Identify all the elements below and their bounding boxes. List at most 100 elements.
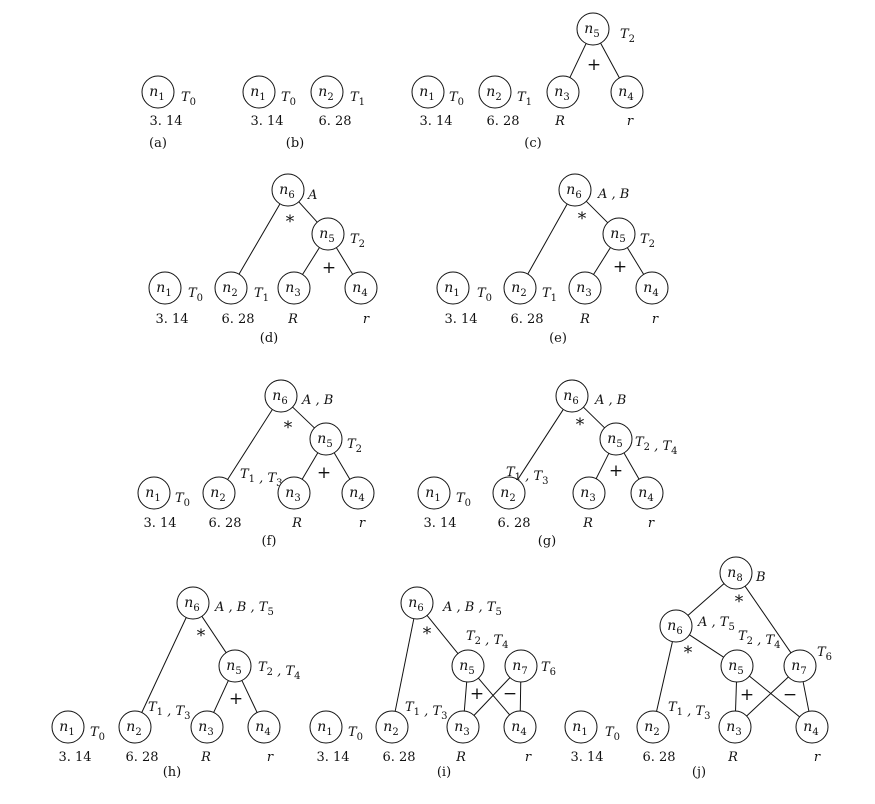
node-value: 6. 28 bbox=[318, 114, 351, 129]
panel-caption: (e) bbox=[549, 331, 567, 346]
node-annotation: T0 bbox=[90, 725, 105, 743]
node-n3: n3R bbox=[719, 711, 751, 765]
node-value: 3. 14 bbox=[444, 312, 477, 327]
multiply-operator: * bbox=[684, 643, 693, 663]
node-annotation: T2 , T4 bbox=[635, 435, 678, 457]
node-value: 3. 14 bbox=[419, 114, 452, 129]
edge-n5-n4 bbox=[336, 248, 352, 275]
node-annotation: T1 bbox=[517, 90, 532, 108]
node-value: 3. 14 bbox=[423, 516, 456, 531]
node-annotation: A , B bbox=[594, 393, 626, 408]
edge-n5-n3 bbox=[596, 453, 609, 478]
panel-caption: (j) bbox=[692, 765, 706, 780]
node-value: r bbox=[525, 750, 532, 765]
node-annotation: T6 bbox=[541, 660, 556, 678]
node-value: R bbox=[200, 750, 211, 765]
panel-caption: (f) bbox=[262, 534, 277, 549]
node-value: 3. 14 bbox=[149, 114, 182, 129]
plus-operator: + bbox=[470, 684, 484, 704]
node-value: 6. 28 bbox=[221, 312, 254, 327]
multiply-operator: * bbox=[423, 624, 432, 644]
node-annotation: A , T5 bbox=[697, 615, 735, 633]
edge-n6-n2 bbox=[528, 204, 567, 274]
node-annotation: T2 bbox=[350, 232, 365, 250]
node-value: 6. 28 bbox=[486, 114, 519, 129]
edge-n5-n3 bbox=[736, 682, 737, 711]
node-annotation: T0 bbox=[449, 90, 464, 108]
node-annotation: T1 bbox=[254, 286, 269, 304]
node-n3: n3R bbox=[278, 272, 310, 327]
multiply-operator: * bbox=[284, 418, 293, 438]
node-value: 6. 28 bbox=[208, 516, 241, 531]
node-annotation: T2 , T4 bbox=[738, 629, 781, 651]
node-value: r bbox=[627, 114, 634, 129]
edge-n5-n4 bbox=[627, 248, 643, 275]
multiply-operator: * bbox=[578, 209, 587, 229]
node-value: R bbox=[582, 516, 593, 531]
node-annotation: T0 bbox=[175, 491, 190, 509]
node-value: R bbox=[727, 750, 738, 765]
edge-n5-n3 bbox=[570, 43, 586, 77]
node-value: 6. 28 bbox=[497, 516, 530, 531]
node-value: r bbox=[814, 750, 821, 765]
node-n4: n4r bbox=[636, 272, 668, 327]
node-value: R bbox=[579, 312, 590, 327]
node-annotation: T2 bbox=[347, 437, 362, 455]
plus-operator: + bbox=[317, 463, 331, 483]
edge-n6-n2 bbox=[142, 617, 186, 712]
node-annotation: T2 , T4 bbox=[258, 660, 301, 682]
node-annotation: A , B , T5 bbox=[442, 600, 502, 618]
node-value: r bbox=[648, 516, 655, 531]
plus-operator: + bbox=[587, 55, 601, 75]
edge-n5-n3 bbox=[302, 453, 318, 479]
node-annotation: T6 bbox=[817, 645, 832, 663]
plus-operator: + bbox=[229, 689, 243, 709]
node-n3: n3R bbox=[547, 76, 579, 129]
node-value: 3. 14 bbox=[316, 750, 349, 765]
edge-n5-n3 bbox=[594, 248, 611, 275]
node-annotation: T1 , T3 bbox=[240, 467, 283, 489]
node-annotation: T0 bbox=[188, 286, 203, 304]
node-n3: n3R bbox=[573, 477, 605, 531]
plus-operator: + bbox=[609, 461, 623, 481]
multiply-operator: * bbox=[286, 212, 295, 232]
node-n4: n4r bbox=[248, 711, 280, 765]
node-n4: n4r bbox=[611, 76, 643, 129]
multiply-operator: * bbox=[197, 626, 206, 646]
node-n3: n3R bbox=[278, 477, 310, 531]
node-annotation: T1 , T3 bbox=[668, 700, 711, 722]
node-value: r bbox=[652, 312, 659, 327]
node-annotation: T0 bbox=[477, 286, 492, 304]
node-annotation: T2 bbox=[640, 232, 655, 250]
node-n4: n4r bbox=[631, 477, 663, 531]
node-value: 6. 28 bbox=[125, 750, 158, 765]
edge-n5-n3 bbox=[464, 682, 466, 711]
edge-n5-n3 bbox=[303, 248, 320, 275]
node-annotation: T0 bbox=[281, 90, 296, 108]
node-n4: n4r bbox=[342, 477, 374, 531]
